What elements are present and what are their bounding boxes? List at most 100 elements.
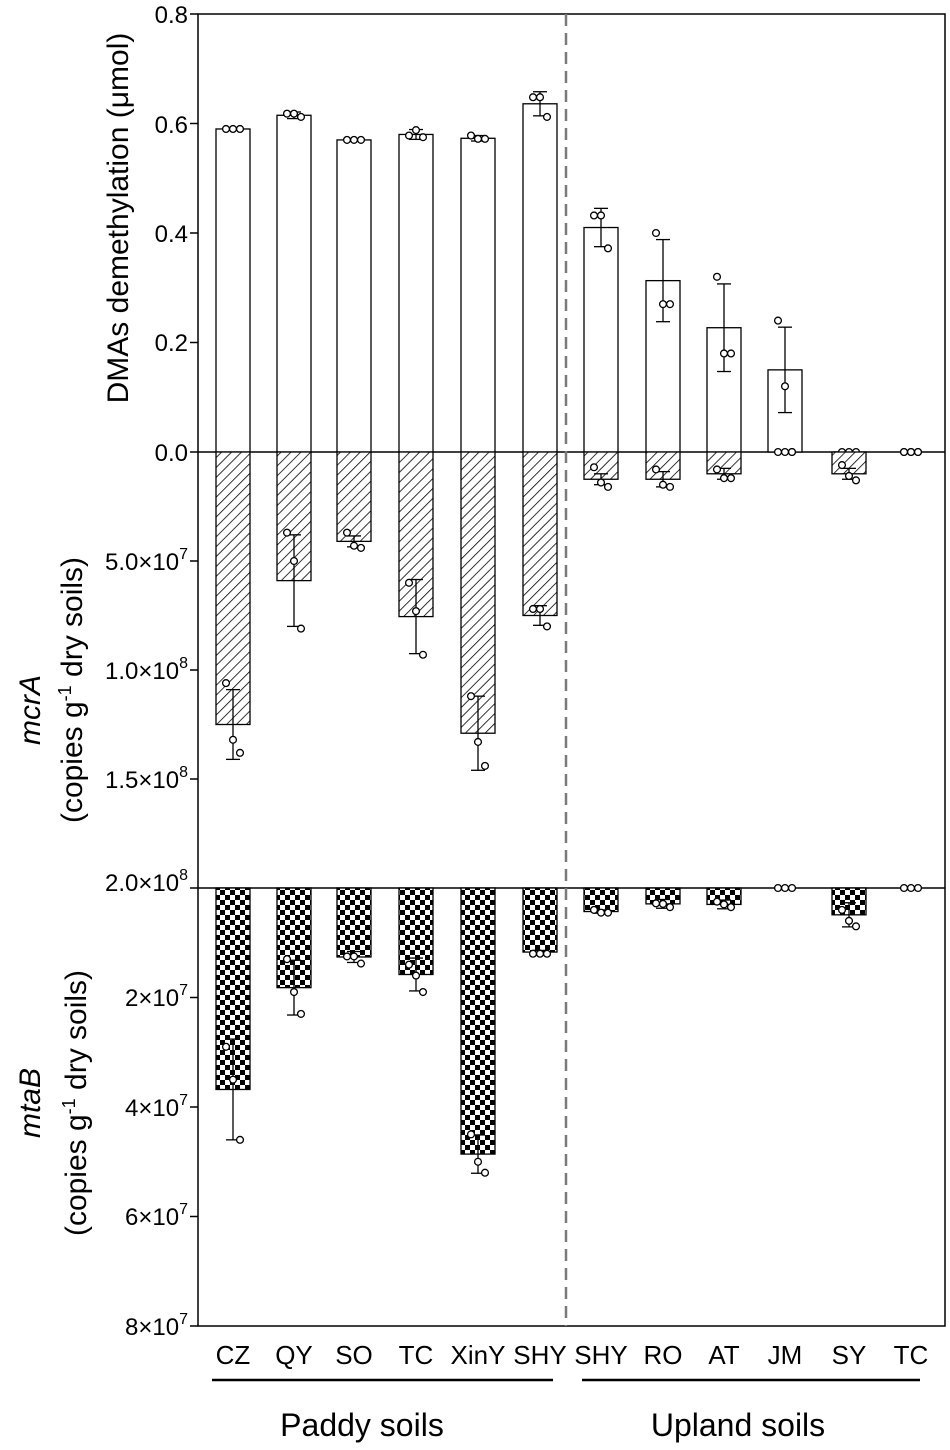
mcrA-data-point	[899, 447, 909, 457]
mcrA-data-point	[356, 543, 366, 552]
mtaB-data-point	[780, 883, 790, 893]
mcrA-tick-label: 5.0×107	[105, 546, 188, 576]
mcrA-data-point	[289, 556, 299, 566]
dmas-data-point	[221, 124, 231, 134]
mtaB-data-point	[596, 908, 606, 917]
dmas-bar	[460, 137, 496, 453]
dmas-data-point	[296, 112, 306, 121]
category-label: SHY	[574, 1340, 627, 1370]
mtaB-data-point	[712, 897, 722, 906]
dmas-data-point	[466, 131, 476, 140]
mtaB-data-point	[342, 952, 352, 961]
dmas-data-point	[773, 316, 783, 325]
category-label: TC	[894, 1340, 929, 1370]
mtaB-data-point	[404, 960, 414, 969]
mcrA-data-point	[787, 447, 797, 457]
mtaB-data-point	[466, 1130, 476, 1139]
category-label: JM	[768, 1340, 803, 1370]
mtaB-data-point	[282, 955, 292, 964]
dmas-data-point	[719, 349, 729, 358]
mcrA-bar	[460, 451, 496, 734]
mtaB-data-point	[658, 899, 668, 908]
mtaB-bar	[276, 887, 312, 989]
mtaB-bar	[336, 887, 372, 958]
mtaB-data-point	[719, 900, 729, 909]
mcrA-axis-labels: 5.0×107 1.0×108 1.5×108 2.0×108	[105, 546, 188, 897]
mtaB-data-point	[473, 1157, 483, 1166]
mcrA-data-point	[528, 604, 538, 614]
dmas-data-point	[542, 112, 552, 121]
mcrA-data-point	[235, 748, 245, 757]
dmas-data-point	[665, 300, 675, 309]
dmas-data-point	[473, 134, 483, 143]
paddy-group-label: Paddy soils	[280, 1407, 444, 1443]
mcrA-bar	[336, 451, 372, 543]
mcrA-data-point	[411, 607, 421, 616]
dmas-data-point	[658, 300, 668, 309]
mcrA-data-point	[480, 761, 490, 770]
mtaB-data-point	[221, 1042, 231, 1051]
mtaB-data-point	[289, 987, 299, 997]
mcrA-bar	[522, 451, 558, 617]
category-label: RO	[644, 1340, 683, 1370]
mtaB-data-point	[899, 883, 909, 893]
dmas-data-point	[356, 135, 366, 144]
dmas-data-point	[411, 126, 421, 135]
mcrA-data-point	[282, 528, 292, 537]
mcrA-data-point	[844, 471, 854, 481]
mtaB-data-point	[787, 883, 797, 893]
mcrA-data-point	[851, 476, 861, 485]
dmas-data-point	[418, 133, 428, 142]
mtaB-axis-labels: 2×107 4×107 6×107 8×107	[125, 982, 188, 1341]
dmas-bar	[583, 226, 619, 453]
category-label: SY	[832, 1340, 867, 1370]
mtaB-data-point	[542, 949, 552, 958]
category-label: SHY	[513, 1340, 566, 1370]
dmas-data-point	[712, 272, 722, 281]
dmas-bar	[336, 139, 372, 453]
dmas-axis-title: DMAs demethylation (μmol)	[102, 33, 135, 404]
mcrA-data-point	[535, 604, 545, 614]
dmas-bar	[276, 114, 312, 453]
mcrA-gene-label: mcrA	[14, 675, 47, 745]
mcrA-tick-label: 1.5×108	[105, 764, 188, 794]
mcrA-data-point	[658, 480, 668, 489]
mtaB-tick-label: 2×107	[125, 982, 188, 1012]
mcrA-data-point	[773, 447, 783, 457]
category-label: QY	[275, 1340, 313, 1370]
upland-group-label: Upland soils	[651, 1407, 825, 1443]
mtaB-data-point	[837, 905, 847, 914]
dmas-data-point	[780, 382, 790, 391]
mcrA-data-point	[665, 482, 675, 491]
mcrA-units-label: (copies g-1 dry soils)	[55, 557, 89, 823]
dmas-data-point	[726, 349, 736, 358]
mtaB-data-point	[589, 905, 599, 914]
mtaB-tick-label: 6×107	[125, 1201, 188, 1231]
dmas-tick-label: 0.8	[155, 2, 188, 29]
mtaB-data-point	[726, 903, 736, 912]
category-label: AT	[708, 1340, 739, 1370]
mtaB-data-point	[296, 1009, 306, 1018]
axis-ticks: CZ QY SO TC XinY SHY SHY RO AT JM SY TC	[190, 13, 929, 1370]
mcrA-data-point	[296, 624, 306, 633]
mtaB-data-point	[411, 971, 421, 980]
mcrA-data-point	[726, 474, 736, 483]
dmas-data-point	[651, 228, 661, 238]
mtaB-data-point	[228, 1075, 238, 1084]
mcrA-data-point	[712, 465, 722, 474]
mcrA-data-point	[466, 692, 476, 701]
mcrA-data-point	[342, 528, 352, 537]
mtaB-data-point	[773, 883, 783, 893]
mtaB-data-point	[349, 952, 359, 961]
dmas-tick-label: 0.6	[155, 112, 188, 139]
mtaB-units-label: (copies g-1 dry soils)	[59, 970, 93, 1236]
dmas-data-point	[282, 109, 292, 118]
mtaB-gene-label: mtaB	[14, 1068, 47, 1138]
dmas-data-point	[349, 135, 359, 144]
mcrA-data-point	[780, 447, 790, 457]
mcrA-data-point	[837, 461, 847, 470]
mtaB-data-point	[480, 1168, 490, 1177]
category-label: XinY	[451, 1340, 506, 1370]
mtaB-axis-title: mtaB (copies g-1 dry soils)	[14, 970, 93, 1236]
